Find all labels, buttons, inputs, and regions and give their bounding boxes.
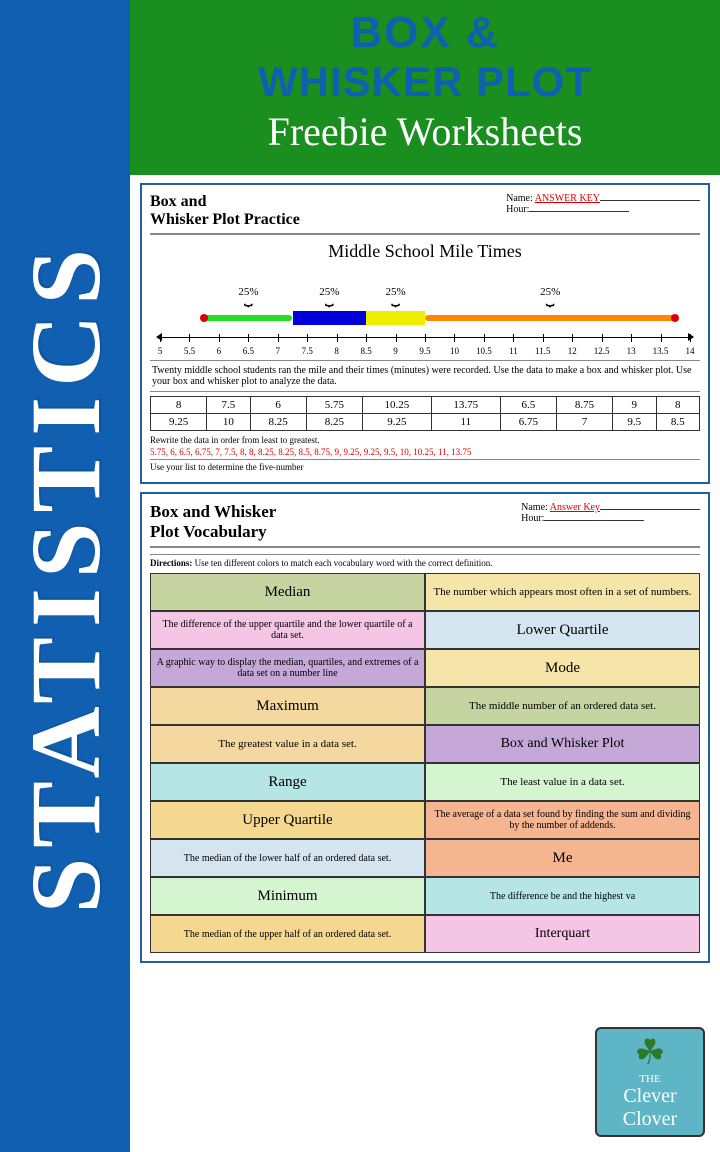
worksheet-vocab: Box and Whisker Plot Vocabulary Name: An…	[140, 492, 710, 963]
name-value: ANSWER KEY	[535, 193, 600, 204]
boxplot: 55.566.577.588.599.51010.51111.51212.513…	[150, 266, 700, 356]
vocab-cell: Median	[150, 573, 425, 611]
name-line2	[600, 509, 700, 510]
clover-icon: ☘	[634, 1033, 665, 1073]
name-label2: Name:	[521, 502, 548, 513]
logo-the: THE	[639, 1073, 660, 1085]
dir-text: Use ten different colors to match each v…	[195, 558, 493, 568]
vocab-cell: The average of a data set found by findi…	[425, 801, 700, 839]
hour-label2: Hour:	[521, 513, 544, 524]
logo-clover-text: Clover	[623, 1108, 677, 1131]
vocab-cell: Range	[150, 763, 425, 801]
ws1-header: Box and Whisker Plot Practice Name: ANSW…	[150, 193, 700, 235]
hour-line	[529, 211, 629, 212]
ws2-title: Box and Whisker Plot Vocabulary	[150, 502, 276, 542]
vocab-cell: Mode	[425, 649, 700, 687]
header-subtitle: Freebie Worksheets	[138, 108, 712, 155]
vocab-cell: Me	[425, 839, 700, 877]
vocab-cell: The greatest value in a data set.	[150, 725, 425, 763]
vocab-cell: Lower Quartile	[425, 611, 700, 649]
vocab-cell: The difference be and the highest va	[425, 877, 700, 915]
vocab-cell: The difference of the upper quartile and…	[150, 611, 425, 649]
logo-clever: Clever	[623, 1085, 676, 1108]
vocab-grid: MedianThe number which appears most ofte…	[150, 573, 700, 953]
vocab-cell: Upper Quartile	[150, 801, 425, 839]
vocab-cell: The median of the upper half of an order…	[150, 915, 425, 953]
ws2-header: Box and Whisker Plot Vocabulary Name: An…	[150, 502, 700, 548]
sidebar: STATISTICS	[0, 0, 130, 1152]
header-line2: WHISKER PLOT	[138, 58, 712, 106]
header: BOX & WHISKER PLOT Freebie Worksheets	[130, 0, 720, 175]
ws1-title: Box and Whisker Plot Practice	[150, 193, 300, 229]
vocab-cell: The median of the lower half of an order…	[150, 839, 425, 877]
ordered-data: 5.75, 6, 6.5, 6.75, 7, 7.5, 8, 8, 8.25, …	[150, 447, 700, 457]
dir-label: Directions:	[150, 558, 192, 568]
vocab-cell: The number which appears most often in a…	[425, 573, 700, 611]
vocab-cell: Interquart	[425, 915, 700, 953]
name-value2: Answer Key	[550, 502, 600, 513]
rewrite-label: Rewrite the data in order from least to …	[150, 435, 700, 445]
name-line	[600, 200, 700, 201]
bottom-text: Use your list to determine the five-numb…	[150, 459, 700, 472]
chart-title: Middle School Mile Times	[150, 241, 700, 262]
ws2-meta: Name: Answer Key Hour:	[521, 502, 700, 542]
hour-line2	[544, 520, 644, 521]
vocab-cell: The middle number of an ordered data set…	[425, 687, 700, 725]
hour-label: Hour:	[506, 204, 529, 215]
vocab-cell: The least value in a data set.	[425, 763, 700, 801]
logo-badge: ☘ THE Clever Clover	[595, 1027, 705, 1137]
vocab-cell: Box and Whisker Plot	[425, 725, 700, 763]
sidebar-title: STATISTICS	[8, 239, 123, 913]
vocab-cell: Maximum	[150, 687, 425, 725]
worksheet-practice: Box and Whisker Plot Practice Name: ANSW…	[140, 183, 710, 484]
data-table: 87.565.7510.2513.756.58.75989.25108.258.…	[150, 396, 700, 431]
directions: Directions: Use ten different colors to …	[150, 554, 700, 571]
content-area: Box and Whisker Plot Practice Name: ANSW…	[130, 175, 720, 1152]
instructions: Twenty middle school students ran the mi…	[150, 360, 700, 392]
name-label: Name:	[506, 193, 533, 204]
vocab-cell: A graphic way to display the median, qua…	[150, 649, 425, 687]
vocab-cell: Minimum	[150, 877, 425, 915]
ws1-meta: Name: ANSWER KEY Hour:	[506, 193, 700, 229]
header-line1: BOX &	[138, 8, 712, 58]
